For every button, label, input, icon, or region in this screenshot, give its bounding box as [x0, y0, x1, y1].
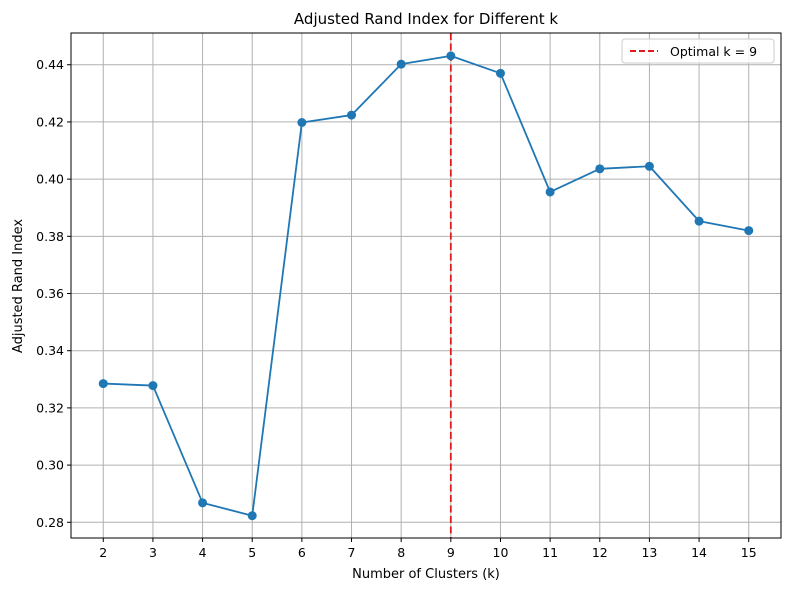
data-point — [247, 511, 257, 521]
data-point — [644, 161, 654, 171]
y-tick-label: 0.34 — [36, 343, 64, 358]
data-point — [297, 118, 307, 128]
x-tick-label: 15 — [741, 545, 757, 560]
x-tick-label: 8 — [397, 545, 405, 560]
series-group — [98, 51, 754, 521]
y-tick-label: 0.44 — [36, 57, 64, 72]
data-point — [744, 226, 754, 236]
y-tick-label: 0.28 — [36, 515, 64, 530]
data-point — [396, 59, 406, 69]
data-point — [495, 68, 505, 78]
x-tick-label: 10 — [493, 545, 509, 560]
plot-frame — [70, 32, 782, 539]
data-point — [595, 164, 605, 174]
y-tick-label: 0.30 — [36, 458, 64, 473]
x-axis-label: Number of Clusters (k) — [352, 567, 500, 582]
series-line — [103, 54, 749, 517]
data-point — [446, 51, 456, 61]
x-tick-label: 3 — [149, 545, 157, 560]
data-point — [198, 498, 208, 508]
y-axis-ticks: 0.28 0.30 0.32 0.34 0.36 0.38 0.40 0.42 0.44 — [36, 57, 71, 530]
y-tick-label: 0.42 — [36, 114, 64, 129]
x-tick-label: 2 — [99, 545, 107, 560]
chart-title: Adjusted Rand Index for Different k — [294, 10, 558, 28]
x-axis-ticks: 2 3 4 5 6 7 8 9 10 11 12 13 14 15 — [99, 538, 757, 560]
x-tick-label: 12 — [592, 545, 608, 560]
x-tick-label: 5 — [248, 545, 256, 560]
legend-label: Optimal k = 9 — [670, 44, 757, 59]
legend-box — [621, 38, 775, 64]
x-tick-label: 7 — [348, 545, 356, 560]
y-tick-label: 0.36 — [36, 286, 64, 301]
x-tick-label: 14 — [691, 545, 707, 560]
y-tick-label: 0.40 — [36, 172, 64, 187]
x-tick-label: 9 — [447, 545, 455, 560]
y-tick-label: 0.38 — [36, 229, 64, 244]
x-tick-label: 11 — [542, 545, 558, 560]
y-axis-label: Adjusted Rand Index — [11, 219, 26, 353]
x-tick-label: 6 — [298, 545, 306, 560]
data-point — [98, 379, 108, 389]
y-tick-label: 0.32 — [36, 400, 64, 415]
data-point — [148, 381, 158, 391]
data-point — [545, 187, 555, 197]
x-tick-label: 4 — [199, 545, 207, 560]
legend: Optimal k = 9 — [621, 38, 775, 64]
data-point — [347, 110, 357, 120]
data-point — [694, 216, 704, 226]
x-tick-label: 13 — [641, 545, 657, 560]
